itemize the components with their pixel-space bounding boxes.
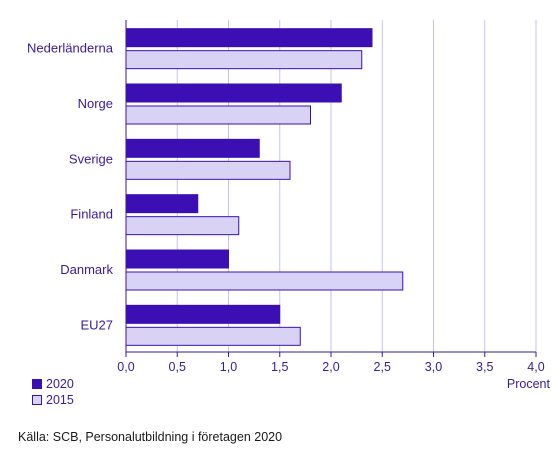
source-note: Källa: SCB, Personalutbildning i företag… bbox=[18, 430, 283, 444]
bar-2020-norge bbox=[125, 83, 342, 103]
bar-2015-nederländerna bbox=[125, 50, 363, 70]
category-label-4: Danmark bbox=[60, 262, 113, 277]
x-tick-label-4: 2,0 bbox=[322, 360, 339, 374]
category-label-1: Norge bbox=[78, 96, 113, 111]
x-tick-label-8: 4,0 bbox=[527, 360, 544, 374]
legend-swatch-2020 bbox=[32, 379, 42, 389]
x-tick-label-1: 0,5 bbox=[169, 360, 186, 374]
x-tick-label-0: 0,0 bbox=[117, 360, 134, 374]
x-tick-label-3: 1,5 bbox=[271, 360, 288, 374]
bar-2015-norge bbox=[125, 105, 311, 125]
x-tick-label-5: 2,5 bbox=[374, 360, 391, 374]
bar-2020-eu27 bbox=[125, 304, 281, 324]
legend-swatch-2015 bbox=[32, 395, 42, 405]
legend-item-2015: 2015 bbox=[32, 392, 74, 408]
bar-chart: 0,0 0,5 1,0 1,5 2,0 2,5 3,0 3,5 4,0 Nederländerna… bbox=[27, 20, 551, 391]
category-label-2: Sverige bbox=[69, 151, 113, 166]
bar-2015-danmark bbox=[125, 271, 404, 291]
category-label-5: EU27 bbox=[80, 317, 113, 332]
category-label-0: Nederländerna bbox=[27, 41, 114, 56]
x-axis-label: Procent bbox=[507, 377, 551, 391]
legend-label-2015: 2015 bbox=[46, 393, 74, 407]
bar-2020-nederländerna bbox=[125, 28, 373, 48]
x-tick-label-2: 1,0 bbox=[220, 360, 237, 374]
x-tick-label-7: 3,5 bbox=[476, 360, 493, 374]
category-label-3: Finland bbox=[70, 207, 113, 222]
bar-2015-eu27 bbox=[125, 326, 301, 346]
x-tick-label-6: 3,0 bbox=[425, 360, 442, 374]
bar-2015-finland bbox=[125, 216, 240, 236]
bar-2020-finland bbox=[125, 194, 199, 214]
bar-2015-sverige bbox=[125, 160, 291, 180]
legend-label-2020: 2020 bbox=[46, 377, 74, 391]
bar-2020-danmark bbox=[125, 249, 229, 269]
legend-item-2020: 2020 bbox=[32, 376, 74, 392]
bar-2020-sverige bbox=[125, 138, 260, 158]
legend: 2020 2015 bbox=[32, 376, 74, 408]
